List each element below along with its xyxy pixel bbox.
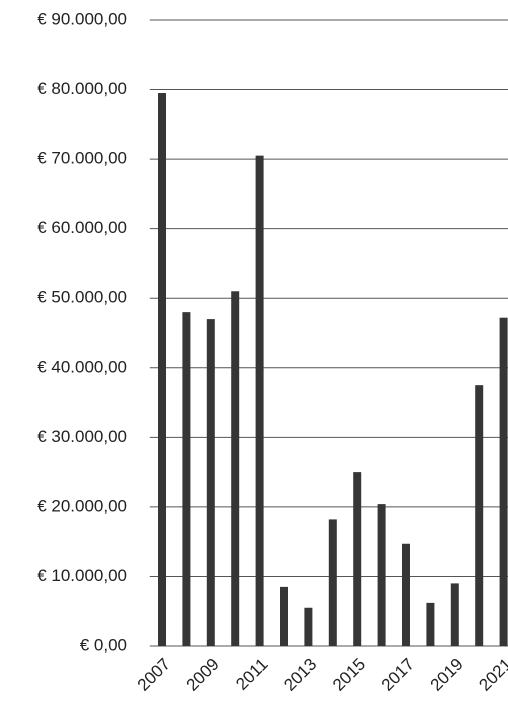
y-tick-label: € 80.000,00 [37,79,127,98]
bar [304,607,313,646]
bar [377,504,386,646]
bar [206,319,215,646]
x-tick-label: 2019 [427,655,467,695]
bar [475,385,484,646]
x-tick-label: 2013 [280,655,320,695]
bar [182,312,191,646]
bar [353,472,362,646]
bar [280,586,288,646]
y-tick-label: € 20.000,00 [37,496,127,515]
y-tick-label: € 30.000,00 [37,427,127,446]
x-tick-label: 2011 [232,655,271,694]
bar [426,602,435,646]
bar [231,291,240,646]
x-tick-label: 2007 [134,655,174,695]
x-tick-label: 2015 [329,655,369,695]
bar [328,519,337,646]
y-tick-label: € 40.000,00 [37,357,127,376]
bar [255,155,264,646]
y-tick-label: € 50.000,00 [37,288,127,307]
bar [158,93,166,647]
x-tick-label: 2009 [183,655,223,695]
bar [450,583,459,646]
bar [499,317,508,646]
bar [402,543,410,646]
y-tick-label: € 90.000,00 [37,9,127,28]
y-tick-label: € 70.000,00 [37,149,127,168]
x-tick-label: 2021 [475,655,508,695]
y-tick-label: € 60.000,00 [37,218,127,237]
y-tick-label: € 10.000,00 [37,566,127,585]
y-tick-label: € 0,00 [80,635,127,654]
x-tick-label: 2017 [378,655,418,695]
